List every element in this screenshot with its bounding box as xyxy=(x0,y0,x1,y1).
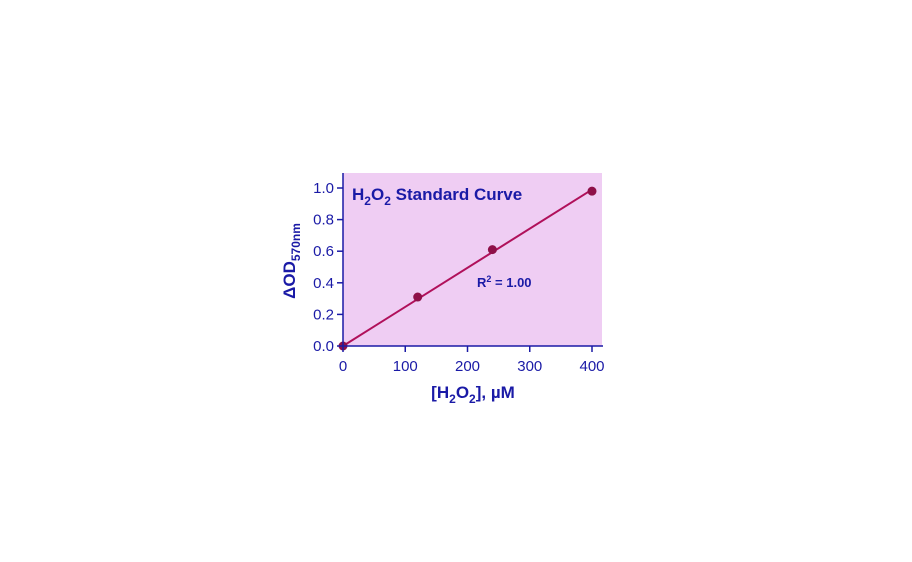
text-part: 2 xyxy=(469,392,476,406)
text-part: [H xyxy=(431,383,449,402)
r-squared-annotation: R2 = 1.00 xyxy=(477,274,532,290)
y-tick-label: 0.2 xyxy=(313,306,334,323)
text-part: 2 xyxy=(384,194,391,208)
y-tick-label: 1.0 xyxy=(313,180,334,197)
y-tick-label: 0.6 xyxy=(313,243,334,260)
x-tick-label: 100 xyxy=(393,358,418,375)
plot-background xyxy=(343,173,602,346)
text-part: 2 xyxy=(449,392,456,406)
text-part: 2 xyxy=(486,274,491,284)
x-tick-label: 0 xyxy=(339,358,347,375)
axes-layer xyxy=(342,173,603,347)
x-tick-label: 300 xyxy=(517,358,542,375)
fit-line-layer xyxy=(342,188,593,347)
y-tick-label: 0.8 xyxy=(313,212,334,229)
text-part: O xyxy=(371,185,384,204)
x-tick-label: 400 xyxy=(579,358,604,375)
x-tick-label: 200 xyxy=(455,358,480,375)
text-part: = 1.00 xyxy=(491,275,531,290)
chart-title: H2O2 Standard Curve xyxy=(352,185,522,208)
data-point xyxy=(587,186,597,196)
y-axis-title: ΔOD570nm xyxy=(280,223,303,299)
tick-layer: 0 100 200 300 400 0.0 0.2 0.4 0.6 0.8 1.0 xyxy=(313,180,604,375)
text-part: 570nm xyxy=(289,223,303,261)
data-point xyxy=(413,292,423,302)
text-part: R xyxy=(477,275,487,290)
text-part: H xyxy=(352,185,364,204)
x-axis-title: [H2O2], µM xyxy=(431,383,515,406)
data-point xyxy=(487,245,497,255)
text-part: 2 xyxy=(364,194,371,208)
text-part: Standard Curve xyxy=(391,185,522,204)
y-tick-label: 0.4 xyxy=(313,275,334,292)
text-part: ], µM xyxy=(476,383,515,402)
text-part: ΔOD xyxy=(280,261,299,299)
y-tick-label: 0.0 xyxy=(313,338,334,355)
fit-line xyxy=(342,188,593,347)
text-part: O xyxy=(456,383,469,402)
